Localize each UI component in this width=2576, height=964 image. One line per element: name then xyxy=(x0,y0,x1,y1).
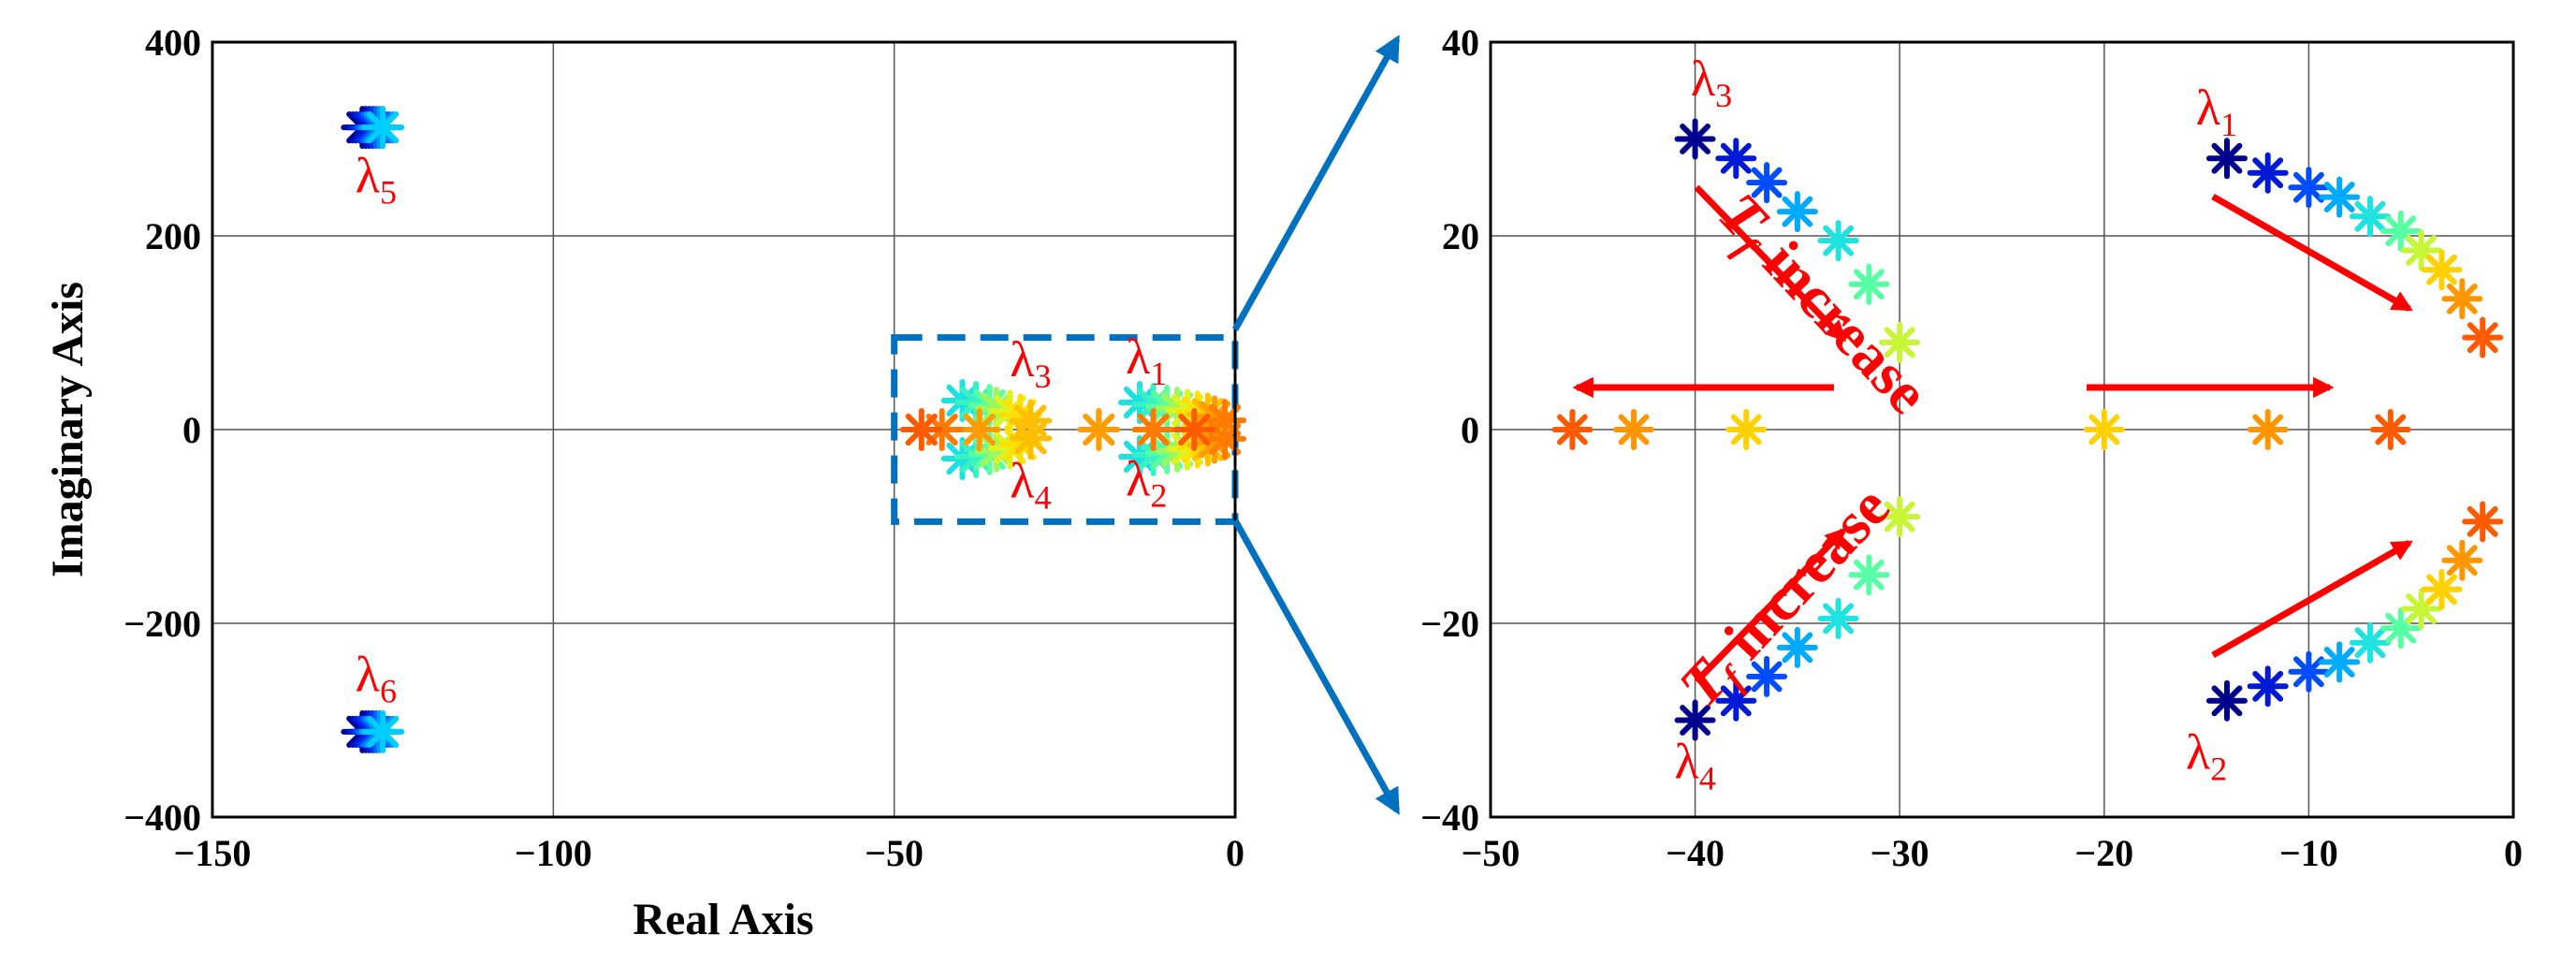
eigenvalue-point xyxy=(361,106,405,150)
arrow-lambda4-direction xyxy=(1694,527,1847,684)
eigenvalue-point xyxy=(2083,409,2125,450)
eigenvalue-point xyxy=(1172,408,1216,451)
eigenvalue-point xyxy=(2369,409,2411,450)
trend-arrows xyxy=(1572,184,2413,684)
zoom-arrow-top xyxy=(1231,35,1401,331)
eigen-label: λ2 xyxy=(1126,450,1167,514)
eigenvalue-point xyxy=(2288,167,2330,209)
eigenvalue-point xyxy=(1848,263,1890,305)
eigenvalue-point xyxy=(1009,416,1053,460)
eigenvalue-point xyxy=(2441,278,2483,320)
x-tick-label: −40 xyxy=(1666,832,1725,874)
y-tick-label: 400 xyxy=(145,22,201,64)
eigen-label: λ4 xyxy=(1675,734,1716,797)
y-tick-label: 20 xyxy=(1442,215,1479,257)
left-axes-frame xyxy=(211,40,1237,819)
eigenvalue-point xyxy=(2462,501,2504,543)
left-panel: λ5 λ6 λ3 λ4 λ1 λ2 −150 −100 −50 0 400 200 0 −200 −40… xyxy=(43,22,1247,944)
x-tick-label: −20 xyxy=(2074,832,2133,874)
eigenvalue-point xyxy=(2400,588,2442,630)
left-plot-points xyxy=(341,106,1247,753)
eigenvalue-point xyxy=(1203,416,1247,460)
eigen-label: λ1 xyxy=(2196,80,2237,143)
eigenvalue-point xyxy=(361,709,405,753)
left-y-tick-labels: 400 200 0 −200 −400 xyxy=(124,22,201,839)
eigen-label: λ6 xyxy=(356,646,397,709)
eigenvalue-point xyxy=(1725,409,1768,450)
eigenvalue-point xyxy=(2288,650,2330,693)
eigenvalue-point xyxy=(1879,321,1921,363)
eigenvalue-point xyxy=(2421,249,2463,291)
y-tick-label: 0 xyxy=(182,409,201,451)
right-plot-points xyxy=(1551,118,2504,741)
eigenvalue-point xyxy=(2441,539,2483,581)
zoom-connector-arrows xyxy=(1231,35,1401,815)
eigen-label: λ3 xyxy=(1691,51,1732,114)
eigenvalue-point xyxy=(1715,138,1757,180)
right-x-tick-labels: −50 −40 −30 −20 −10 0 xyxy=(1462,832,2523,874)
eigenvalue-point xyxy=(2421,568,2463,610)
eigenvalue-point xyxy=(2319,641,2361,683)
x-tick-label: −10 xyxy=(2279,832,2338,874)
right-axes-frame xyxy=(1489,40,2515,819)
y-tick-label: −400 xyxy=(124,796,201,839)
right-y-tick-labels: 40 20 0 −20 −40 xyxy=(1420,22,1479,839)
eigenvalue-point xyxy=(2319,176,2361,218)
eigenvalue-point xyxy=(1879,496,1921,538)
x-tick-label: −150 xyxy=(174,832,252,874)
eigenvalue-point xyxy=(957,408,1001,451)
eigenvalue-point xyxy=(1776,626,1818,668)
eigenvalue-point xyxy=(2349,196,2391,238)
eigenvalue-point xyxy=(2349,621,2391,664)
eigenvalue-point xyxy=(2247,152,2289,194)
eigenvalue-point xyxy=(899,408,943,451)
x-axis-label: Real Axis xyxy=(633,895,813,944)
y-tick-label: −20 xyxy=(1420,603,1479,645)
x-tick-label: −100 xyxy=(515,832,592,874)
y-tick-label: −40 xyxy=(1420,796,1479,839)
x-tick-label: −50 xyxy=(865,832,924,874)
eigenvalue-point xyxy=(1776,191,1818,233)
arrow-lambda1-direction xyxy=(2211,193,2413,313)
eigenvalue-point xyxy=(1674,118,1716,160)
eigenvalue-point xyxy=(1746,162,1788,204)
y-tick-label: −200 xyxy=(124,603,201,645)
eigenvalue-point xyxy=(1817,597,1859,639)
eigen-label: λ2 xyxy=(2186,723,2227,787)
eigenvalue-point xyxy=(2462,316,2504,358)
eigenvalue-point xyxy=(2205,679,2248,722)
arrow-lambda3-direction xyxy=(1694,184,1847,343)
eigenvalue-point xyxy=(2205,138,2248,180)
x-tick-label: −50 xyxy=(1462,832,1521,874)
eigenvalue-point xyxy=(1746,655,1788,697)
eigenvalue-point xyxy=(1077,408,1121,451)
right-eigen-labels: λ3 λ1 λ4 λ2 xyxy=(1675,51,2238,797)
eigenvalue-point xyxy=(1674,699,1716,741)
arrow-lambda2-direction xyxy=(2211,539,2413,659)
left-eigen-labels: λ5 λ6 λ3 λ4 λ1 λ2 xyxy=(356,147,1168,709)
zoom-arrow-bottom xyxy=(1231,519,1401,815)
y-tick-label: 0 xyxy=(1461,409,1479,451)
eigen-label: λ3 xyxy=(1010,331,1051,395)
y-tick-label: 200 xyxy=(145,215,201,257)
eigenvalue-point xyxy=(2247,665,2289,708)
eigenvalue-point xyxy=(1551,409,1594,450)
left-x-tick-labels: −150 −100 −50 0 xyxy=(174,832,1244,874)
eigen-label: λ4 xyxy=(1010,452,1051,516)
eigen-label: λ5 xyxy=(356,147,397,211)
eigenvalue-point xyxy=(1817,220,1859,262)
x-tick-label: −30 xyxy=(1870,832,1929,874)
eigenvalue-point xyxy=(1715,679,1757,722)
x-tick-label: 0 xyxy=(1226,832,1244,874)
eigen-label: λ1 xyxy=(1126,329,1167,392)
x-tick-label: 0 xyxy=(2504,832,2523,874)
eigenvalue-point xyxy=(2247,409,2289,450)
y-tick-label: 40 xyxy=(1442,22,1479,64)
eigenvalue-point xyxy=(1848,554,1890,596)
eigenvalue-point xyxy=(1131,408,1175,451)
eigenvalue-point xyxy=(1613,409,1655,450)
y-axis-label: Imaginary Axis xyxy=(43,282,93,577)
